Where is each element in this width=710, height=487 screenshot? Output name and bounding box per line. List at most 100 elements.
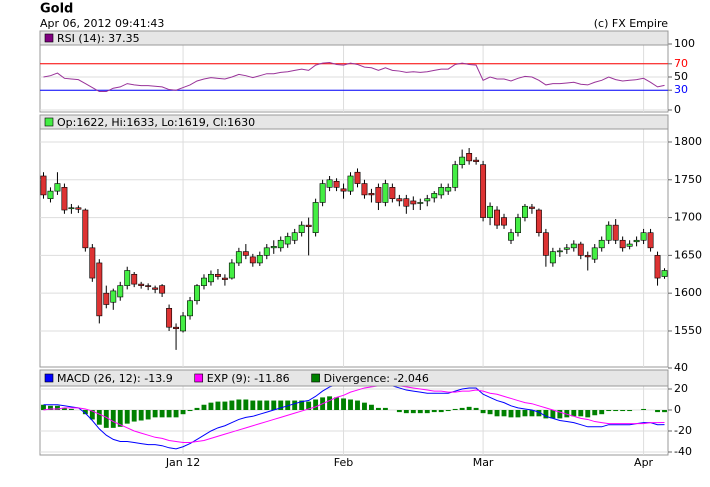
candle-body (347, 175, 354, 192)
candle-body (256, 255, 263, 264)
divergence-bar (578, 410, 584, 417)
candle-body (187, 300, 193, 317)
candle-body (382, 183, 389, 203)
divergence-bar (473, 407, 479, 410)
legend-label: Op:1622, Hi:1633, Lo:1619, Cl:1630 (57, 116, 255, 129)
y-tick-label: 1600 (674, 286, 702, 299)
candle-body (124, 270, 131, 286)
candle-body (291, 232, 298, 241)
divergence-bar (348, 399, 353, 410)
divergence-bar (159, 410, 165, 418)
divergence-bar (410, 410, 416, 414)
divergence-bar (382, 407, 388, 410)
candle-body (326, 179, 333, 188)
divergence-bar (173, 410, 179, 418)
candle-body (598, 239, 605, 249)
candle-body (333, 180, 340, 188)
x-tick-label: Jan 12 (165, 456, 200, 469)
candle-body (152, 287, 159, 290)
legend-swatch (44, 33, 54, 43)
divergence-bar (362, 402, 367, 410)
chart-title: Gold (40, 2, 73, 17)
divergence-bar (501, 410, 507, 417)
divergence-bar (424, 410, 430, 414)
candle-body (131, 273, 138, 285)
divergence-bar (494, 410, 500, 417)
y-tick-label: 50 (674, 70, 688, 83)
candle-body (570, 243, 577, 249)
candle-body (117, 285, 124, 298)
line (43, 385, 665, 444)
candle-body (654, 255, 661, 279)
candle-body (145, 285, 152, 287)
candle-body (542, 232, 549, 256)
candle-body (556, 250, 563, 253)
candle-body (54, 183, 61, 192)
divergence-bar (627, 410, 633, 412)
divergence-bar (215, 401, 221, 410)
y-tick-label: 1550 (674, 324, 702, 337)
divergence-bar (96, 410, 102, 425)
candle-body (242, 251, 249, 256)
candle-body (612, 224, 619, 241)
divergence-bar (89, 410, 95, 420)
candle-body (89, 247, 96, 279)
candle-body (452, 164, 459, 188)
candle-body (354, 171, 361, 184)
legend-swatch (44, 117, 54, 127)
candle-body (431, 193, 438, 199)
divergence-bar (508, 410, 514, 418)
candle-body (180, 315, 186, 332)
candle-body (138, 283, 145, 286)
divergence-bar (222, 401, 228, 410)
candle-body (40, 175, 47, 196)
candle-body (487, 205, 494, 218)
timestamp: Apr 06, 2012 09:41:43 (40, 17, 164, 30)
candle-body (389, 187, 396, 199)
candle-body (375, 187, 382, 203)
divergence-bar (529, 410, 535, 417)
divergence-bar (557, 410, 563, 419)
legend-swatch (194, 373, 204, 383)
divergence-bar (124, 410, 130, 424)
candle-body (438, 187, 445, 196)
candle-body (173, 326, 180, 330)
candle-body (159, 285, 166, 294)
candle-body (340, 188, 347, 192)
divergence-bar (48, 405, 53, 410)
divergence-bar (613, 410, 619, 412)
candle-body (221, 277, 228, 280)
divergence-bar (466, 406, 472, 410)
divergence-bar (355, 400, 360, 410)
line (43, 61, 665, 93)
candle-body (480, 164, 487, 218)
divergence-bar (82, 410, 88, 415)
divergence-bar (243, 399, 249, 410)
divergence-bar (369, 404, 374, 410)
candle-body (194, 285, 200, 302)
divergence-bar (41, 404, 46, 410)
candle-body (249, 256, 256, 264)
candle-body (417, 202, 424, 204)
panel (39, 114, 669, 368)
candle-body (96, 262, 103, 317)
divergence-bar (341, 398, 346, 410)
divergence-bar (431, 410, 437, 413)
divergence-bar (515, 410, 521, 418)
candle-body (263, 247, 270, 256)
y-tick-label: -40 (674, 445, 692, 458)
divergence-bar (327, 396, 333, 410)
divergence-bar (375, 407, 381, 410)
candle-body (103, 292, 110, 305)
divergence-bar (117, 410, 123, 427)
legend-label: Divergence: -2.046 (324, 372, 429, 385)
candle-body (494, 209, 500, 226)
candle-body (605, 224, 612, 241)
divergence-bar (641, 408, 647, 410)
divergence-bar (208, 402, 214, 410)
divergence-bar (438, 410, 444, 413)
divergence-bar (480, 410, 486, 414)
divergence-bar (257, 400, 263, 410)
divergence-bar (564, 410, 570, 418)
divergence-bar (180, 410, 186, 415)
